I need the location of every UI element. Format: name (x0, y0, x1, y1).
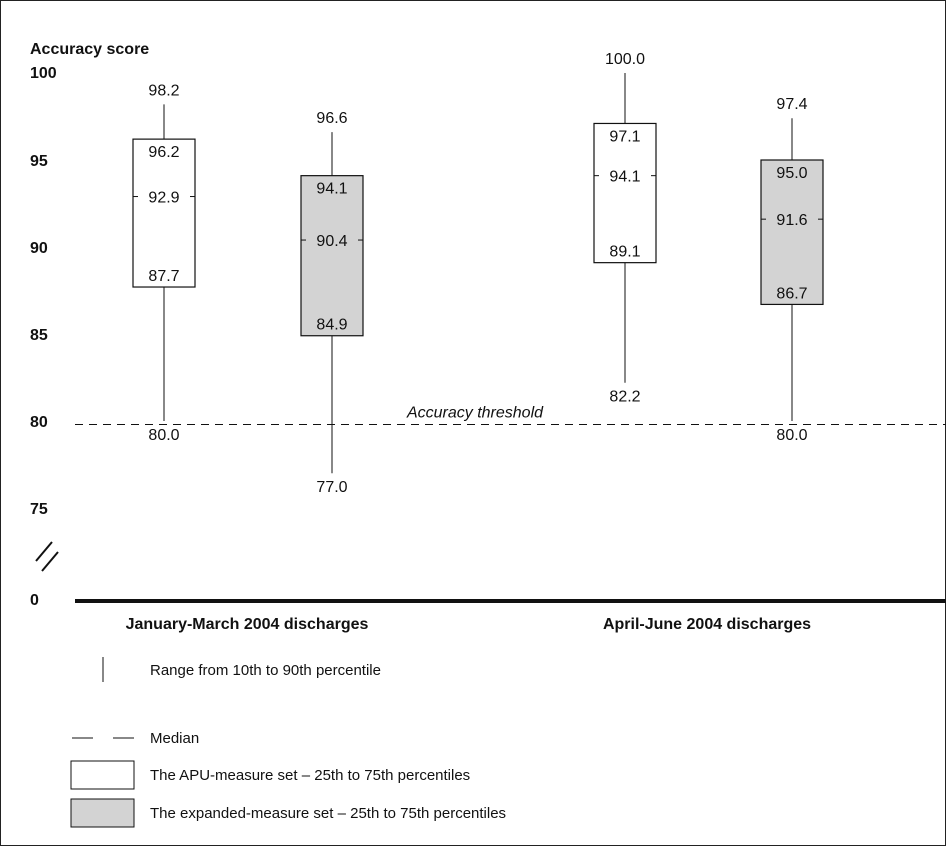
p75-label: 96.2 (148, 144, 179, 161)
p75-label: 95.0 (776, 165, 807, 182)
p90-label: 100.0 (605, 51, 645, 68)
p25-label: 86.7 (776, 285, 807, 302)
category-label: April-June 2004 discharges (603, 616, 811, 633)
box-iqr (593, 122, 657, 264)
p10-label: 80.0 (776, 427, 807, 444)
legend-range-label: Range from 10th to 90th percentile (150, 662, 381, 679)
p90-label: 97.4 (776, 96, 807, 113)
category-label: January-March 2004 discharges (126, 616, 369, 633)
y-tick-label: 90 (30, 240, 48, 257)
y-tick-label: 95 (30, 153, 48, 170)
y-tick-label: 0 (30, 592, 39, 609)
median-label: 90.4 (316, 233, 347, 250)
p75-label: 97.1 (609, 128, 640, 145)
legend-median-label: Median (150, 730, 199, 747)
p90-label: 98.2 (148, 82, 179, 99)
legend-expanded-swatch (70, 798, 135, 828)
y-tick-label: 80 (30, 414, 48, 431)
p10-label: 77.0 (316, 479, 347, 496)
y-tick-label: 85 (30, 327, 48, 344)
p25-label: 87.7 (148, 268, 179, 285)
median-label: 91.6 (776, 212, 807, 229)
threshold-label: Accuracy threshold (406, 404, 544, 421)
legend-apu-label: The APU-measure set – 25th to 75th perce… (150, 767, 470, 784)
legend-apu-swatch (70, 760, 135, 790)
p10-label: 80.0 (148, 427, 179, 444)
y-tick-label: 75 (30, 501, 48, 518)
box-iqr (132, 138, 196, 288)
box-series: 98.2 96.2 92.9 87.7 80.0 96.6 94.1 90.4 84.9 77.0… (132, 51, 824, 496)
median-label: 92.9 (148, 190, 179, 207)
box-iqr (300, 175, 364, 337)
legend-expanded-label: The expanded-measure set – 25th to 75th … (150, 805, 506, 822)
p75-label: 94.1 (316, 181, 347, 198)
y-axis-title: Accuracy score (30, 41, 149, 58)
p25-label: 89.1 (609, 244, 640, 261)
axis-break-mark (41, 551, 59, 572)
box-iqr (760, 159, 824, 306)
p10-label: 82.2 (609, 389, 640, 406)
p25-label: 84.9 (316, 317, 347, 334)
axis-break-mark (35, 541, 53, 562)
y-tick-label: 100 (30, 65, 57, 82)
median-label: 94.1 (609, 169, 640, 186)
legend: Range from 10th to 90th percentile Media… (70, 657, 506, 828)
p90-label: 96.6 (316, 110, 347, 127)
